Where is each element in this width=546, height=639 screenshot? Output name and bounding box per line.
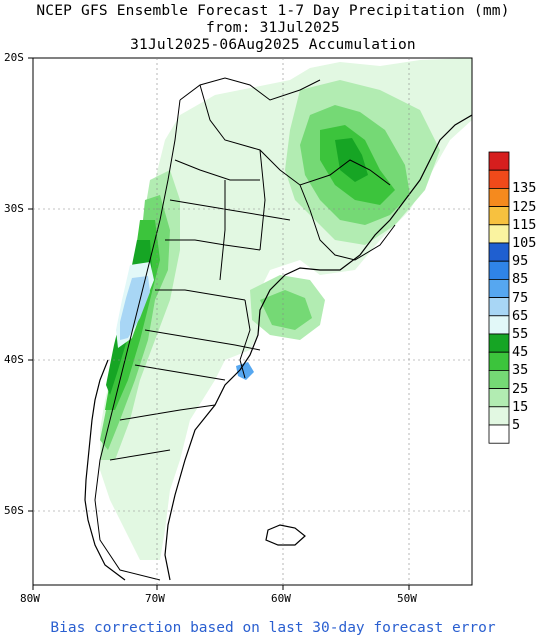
legend-swatch xyxy=(488,187,510,207)
legend-swatch xyxy=(488,369,510,389)
legend-label: 35 xyxy=(512,362,529,379)
legend-colorbar xyxy=(488,151,510,444)
legend-swatch xyxy=(488,242,510,262)
coastline xyxy=(84,114,472,581)
lon-label-80w: 80W xyxy=(20,592,40,605)
lon-label-50w: 50W xyxy=(397,592,417,605)
legend-label: 75 xyxy=(512,289,529,306)
axis-ticks xyxy=(28,57,410,590)
legend-swatch xyxy=(488,297,510,317)
lat-label-20s: 20S xyxy=(4,51,24,64)
lon-label-70w: 70W xyxy=(145,592,165,605)
legend-swatch xyxy=(488,424,510,444)
legend-swatch xyxy=(488,224,510,244)
lat-label-50s: 50S xyxy=(4,504,24,517)
legend-label: 25 xyxy=(512,380,529,397)
lat-label-30s: 30S xyxy=(4,202,24,215)
precip-25mm-pampas xyxy=(260,290,312,330)
legend-swatch xyxy=(488,278,510,298)
legend-label: 45 xyxy=(512,344,529,361)
legend-label: 135 xyxy=(512,180,537,197)
legend-label: 125 xyxy=(512,198,537,215)
legend-swatch xyxy=(488,406,510,426)
legend-label: 105 xyxy=(512,235,537,251)
legend-swatch xyxy=(488,260,510,280)
map-frame xyxy=(32,57,473,586)
map-title: NCEP GFS Ensemble Forecast 1-7 Day Preci… xyxy=(36,3,510,19)
legend-swatch xyxy=(488,151,510,171)
legend-label: 115 xyxy=(512,216,537,233)
legend-swatch xyxy=(488,351,510,371)
precip-75mm-andes xyxy=(236,362,254,380)
legend-swatch xyxy=(488,388,510,408)
legend-swatch xyxy=(488,169,510,189)
legend-swatch xyxy=(488,315,510,335)
legend-label: 5 xyxy=(512,417,521,433)
legend-swatch xyxy=(488,206,510,226)
map-subtitle-date: from: 31Jul2025 xyxy=(206,20,340,36)
legend-label: 85 xyxy=(512,271,529,288)
precip-45mm-region xyxy=(335,138,368,182)
legend-label: 95 xyxy=(512,253,529,270)
legend-label: 65 xyxy=(512,307,529,324)
bias-correction-note: Bias correction based on last 30-day for… xyxy=(50,620,496,636)
lat-label-40s: 40S xyxy=(4,353,24,366)
lon-label-60w: 60W xyxy=(271,592,291,605)
graticule xyxy=(33,58,472,585)
legend-label: 15 xyxy=(512,398,529,415)
legend-swatch xyxy=(488,333,510,353)
map-subtitle-accumulation: 31Jul2025-06Aug2025 Accumulation xyxy=(130,37,416,53)
legend-label: 55 xyxy=(512,326,529,342)
